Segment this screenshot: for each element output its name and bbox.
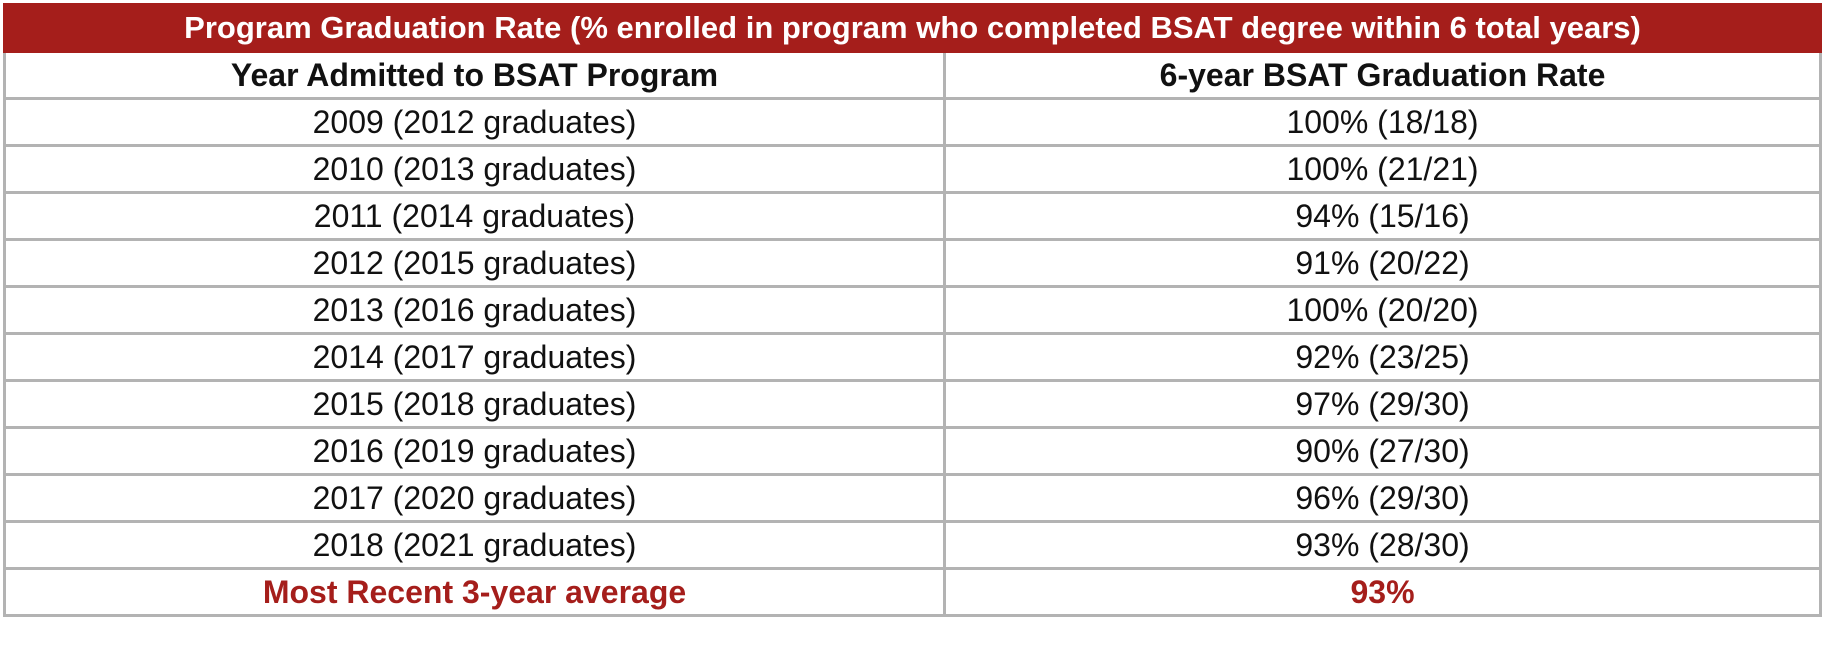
year-cell: 2014 (2017 graduates) (3, 332, 946, 382)
table-row: 2010 (2013 graduates) 100% (21/21) (3, 144, 1822, 194)
summary-label: Most Recent 3-year average (3, 567, 946, 617)
table-row: 2015 (2018 graduates) 97% (29/30) (3, 379, 1822, 429)
year-cell: 2009 (2012 graduates) (3, 97, 946, 147)
header-row: Year Admitted to BSAT Program 6-year BSA… (3, 50, 1822, 100)
rate-cell: 94% (15/16) (942, 191, 1822, 241)
table-row: 2014 (2017 graduates) 92% (23/25) (3, 332, 1822, 382)
graduation-rate-table: Program Graduation Rate (% enrolled in p… (2, 3, 1822, 617)
year-cell: 2010 (2013 graduates) (3, 144, 946, 194)
rate-cell: 96% (29/30) (942, 473, 1822, 523)
rate-cell: 97% (29/30) (942, 379, 1822, 429)
table-title: Program Graduation Rate (% enrolled in p… (2, 3, 1822, 53)
summary-value: 93% (942, 567, 1822, 617)
rate-cell: 92% (23/25) (942, 332, 1822, 382)
year-cell: 2013 (2016 graduates) (3, 285, 946, 335)
year-cell: 2016 (2019 graduates) (3, 426, 946, 476)
column-header-year: Year Admitted to BSAT Program (3, 50, 946, 100)
table-row: 2017 (2020 graduates) 96% (29/30) (3, 473, 1822, 523)
year-cell: 2018 (2021 graduates) (3, 520, 946, 570)
rate-cell: 100% (20/20) (942, 285, 1822, 335)
rate-cell: 91% (20/22) (942, 238, 1822, 288)
title-row: Program Graduation Rate (% enrolled in p… (2, 3, 1822, 53)
rate-cell: 90% (27/30) (942, 426, 1822, 476)
rate-cell: 93% (28/30) (942, 520, 1822, 570)
table-row: 2016 (2019 graduates) 90% (27/30) (3, 426, 1822, 476)
column-header-rate: 6-year BSAT Graduation Rate (942, 50, 1822, 100)
year-cell: 2015 (2018 graduates) (3, 379, 946, 429)
table-row: 2009 (2012 graduates) 100% (18/18) (3, 97, 1822, 147)
table-row: 2018 (2021 graduates) 93% (28/30) (3, 520, 1822, 570)
year-cell: 2017 (2020 graduates) (3, 473, 946, 523)
table-row: 2012 (2015 graduates) 91% (20/22) (3, 238, 1822, 288)
year-cell: 2012 (2015 graduates) (3, 238, 946, 288)
table-row: 2013 (2016 graduates) 100% (20/20) (3, 285, 1822, 335)
table-row: 2011 (2014 graduates) 94% (15/16) (3, 191, 1822, 241)
year-cell: 2011 (2014 graduates) (3, 191, 946, 241)
rate-cell: 100% (21/21) (942, 144, 1822, 194)
rate-cell: 100% (18/18) (942, 97, 1822, 147)
summary-row: Most Recent 3-year average 93% (3, 567, 1822, 617)
